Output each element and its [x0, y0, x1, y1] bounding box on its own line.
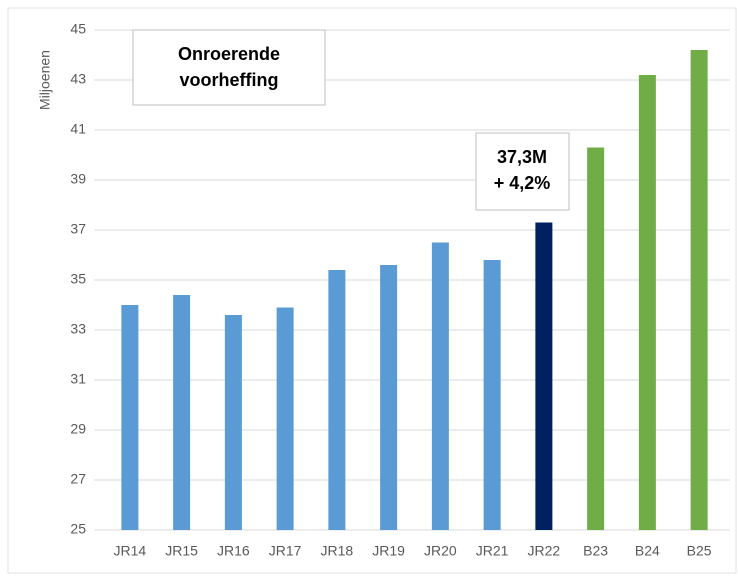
- annotation: + 4,2%: [494, 173, 551, 193]
- bar: [431, 242, 449, 530]
- bar: [173, 295, 191, 530]
- y-tick-label: 43: [70, 71, 86, 87]
- bar: [483, 260, 501, 530]
- bar: [224, 315, 242, 530]
- y-tick-label: 39: [70, 171, 86, 187]
- y-tick-label: 45: [70, 21, 86, 37]
- y-tick-label: 33: [70, 321, 86, 337]
- bar: [380, 265, 398, 530]
- bar: [328, 270, 346, 530]
- y-axis-label: Miljoenen: [37, 50, 53, 110]
- title-box: [132, 29, 326, 106]
- y-tick-label: 27: [70, 471, 86, 487]
- bar: [638, 75, 656, 530]
- x-tick-label: JR16: [217, 543, 250, 559]
- x-tick-label: JR17: [269, 543, 302, 559]
- y-tick-label: 31: [70, 371, 86, 387]
- bar: [121, 305, 139, 530]
- x-tick-label: JR20: [424, 543, 457, 559]
- y-tick-label: 35: [70, 271, 86, 287]
- x-tick-label: JR22: [528, 543, 561, 559]
- x-tick-label: JR15: [165, 543, 198, 559]
- chart-title: Onroerende: [178, 44, 280, 64]
- annotation-box: [475, 132, 570, 211]
- x-tick-label: B24: [635, 543, 660, 559]
- x-tick-label: JR21: [476, 543, 509, 559]
- bar: [276, 307, 294, 530]
- y-tick-label: 37: [70, 221, 86, 237]
- chart-frame: [7, 7, 737, 574]
- bar: [535, 222, 553, 530]
- bar: [690, 50, 708, 530]
- bar: [587, 147, 605, 530]
- y-tick-label: 29: [70, 421, 86, 437]
- x-tick-label: JR18: [321, 543, 354, 559]
- x-tick-label: JR19: [372, 543, 405, 559]
- x-tick-label: JR14: [114, 543, 147, 559]
- x-tick-label: B23: [583, 543, 608, 559]
- x-tick-label: B25: [687, 543, 712, 559]
- annotation: 37,3M: [497, 147, 547, 167]
- chart-title: voorheffing: [180, 70, 279, 90]
- y-tick-label: 41: [70, 121, 86, 137]
- y-tick-label: 25: [70, 521, 86, 537]
